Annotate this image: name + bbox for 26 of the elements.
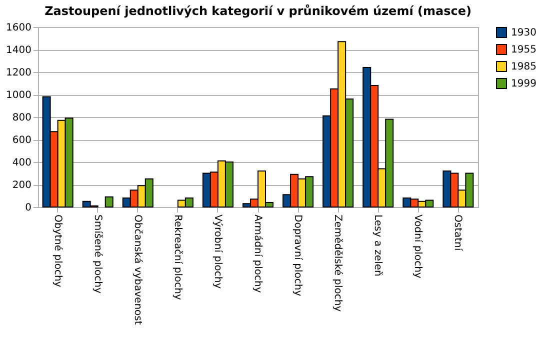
y-tick-label: 800 <box>12 112 32 124</box>
x-tick-label: Občanská vybavenost <box>132 214 143 325</box>
legend-label: 1955 <box>511 44 536 56</box>
y-tick-label: 0 <box>25 202 32 214</box>
y-tick-label: 1600 <box>6 22 32 34</box>
x-tick-label: Výrobní plochy <box>212 214 223 289</box>
legend-label: 1999 <box>511 78 536 90</box>
y-tick-label: 200 <box>12 180 32 191</box>
x-tick-label: Rekreační plochy <box>172 214 183 300</box>
y-tick-label: 1200 <box>6 68 32 78</box>
bar <box>104 196 114 208</box>
y-tick-label: 1000 <box>6 90 32 101</box>
x-tick-label: Dopravní plochy <box>292 214 304 296</box>
x-tick-label: Vodní plochy <box>412 214 424 278</box>
x-tick-label: Zemědělské plochy <box>332 214 344 312</box>
x-tick-label: Obytné plochy <box>52 214 63 288</box>
legend-label: 1985 <box>511 62 536 72</box>
x-tick-label: Armádní plochy <box>252 214 263 293</box>
chart-title: Zastoupení jednotlivých kategorií v průnikovém území (masce) <box>44 4 472 18</box>
y-tick-label: 600 <box>12 135 32 146</box>
y-tick-label: 1400 <box>6 45 32 56</box>
x-tick-label: Smíšené plochy <box>92 214 103 294</box>
y-tick-label: 400 <box>12 158 32 168</box>
x-tick-label: Lesy a zeleň <box>372 214 384 276</box>
legend-label: 1930 <box>511 28 536 38</box>
x-tick-label: Ostatní <box>452 214 464 252</box>
